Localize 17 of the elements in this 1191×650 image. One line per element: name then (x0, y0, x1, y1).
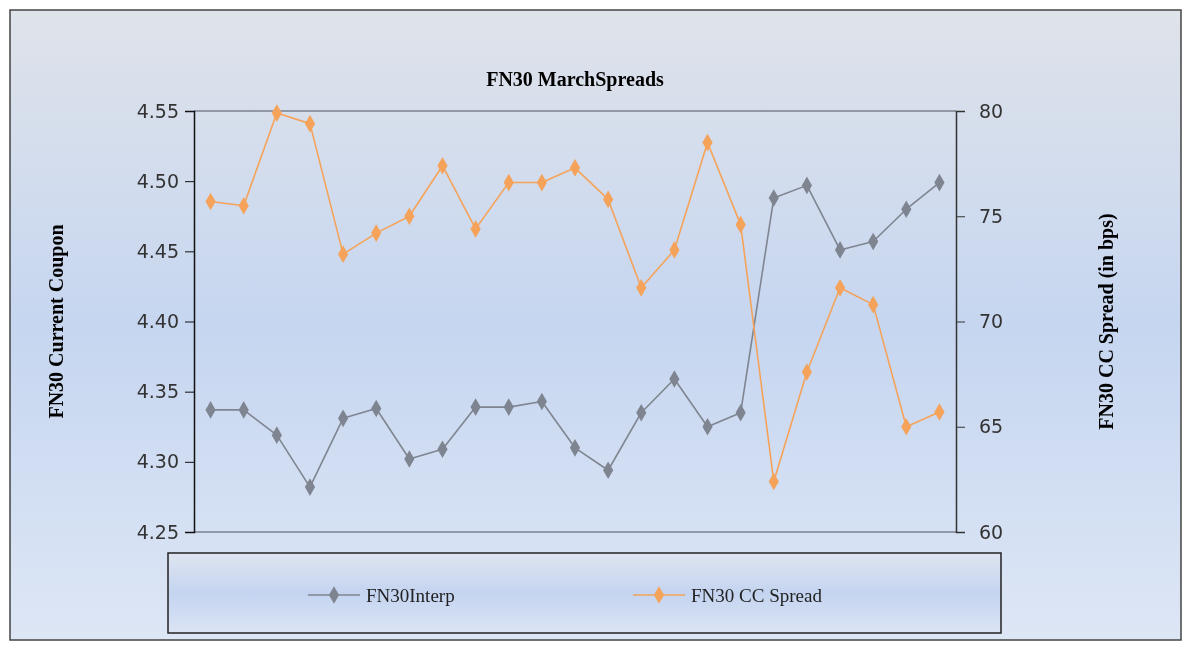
y2-tick-label: 75 (979, 204, 1004, 227)
y-axis-title: FN30 Current Coupon (45, 224, 68, 419)
legend-label: FN30 CC Spread (691, 584, 823, 606)
y-tick-label: 4.55 (136, 99, 179, 122)
y-tick-label: 4.45 (136, 239, 179, 262)
y2-axis-title: FN30 CC Spread (in bps) (1095, 213, 1118, 430)
y2-tick-label: 65 (979, 415, 1004, 438)
y2-tick-label: 60 (979, 520, 1004, 543)
legend-label: FN30Interp (366, 584, 455, 606)
y-tick-label: 4.40 (136, 310, 179, 333)
y-tick-label: 4.30 (136, 450, 179, 473)
y2-tick-label: 80 (979, 99, 1004, 122)
y2-tick-label: 70 (979, 310, 1004, 333)
y-tick-label: 4.50 (136, 169, 179, 192)
y-tick-label: 4.35 (136, 380, 179, 403)
chart-title: FN30 MarchSpreads (486, 68, 665, 91)
y-tick-label: 4.25 (136, 520, 179, 543)
